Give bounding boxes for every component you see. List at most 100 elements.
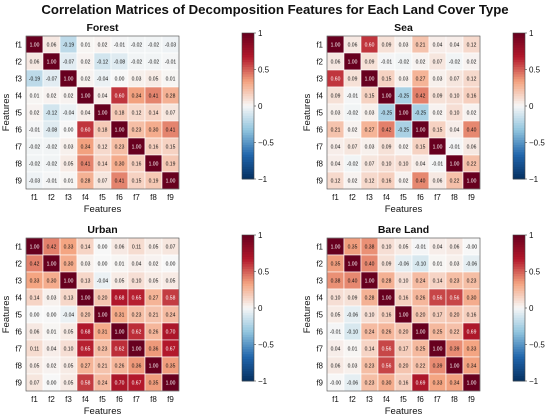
colorbar-segment: [242, 37, 254, 41]
colorbar-segment: [513, 142, 525, 146]
cell-value-label: 0.04: [47, 346, 57, 352]
cell-value-label: 0.05: [30, 363, 40, 369]
cell-value-label: 0.12: [331, 178, 341, 184]
cell-value-label: -0.02: [398, 59, 410, 65]
cell-value-label: 0.18: [98, 127, 108, 133]
colorbar-segment: [242, 237, 254, 241]
x-tick-label: f2: [349, 193, 356, 202]
x-tick-label: f8: [150, 395, 157, 404]
x-tick-label: f5: [99, 395, 106, 404]
colorbar-segment: [513, 300, 525, 304]
cell-value-label: 0.30: [467, 295, 477, 301]
y-tick-label: f7: [15, 345, 22, 354]
cell-value-label: 0.20: [81, 312, 91, 318]
cell-value-label: 0.68: [115, 295, 125, 301]
colorbar-segment: [242, 266, 254, 270]
colorbar-tick-label: 0: [258, 304, 263, 313]
cell-value-label: 0.20: [416, 312, 426, 318]
y-tick-label: f3: [15, 277, 22, 286]
colorbar-segment: [513, 33, 525, 36]
y-tick-label: f5: [316, 311, 323, 320]
colorbar-segment: [513, 144, 525, 148]
cell-value-label: 0.09: [348, 295, 358, 301]
colorbar-segment: [513, 127, 525, 131]
colorbar-segment: [242, 157, 254, 160]
cell-value-label: 0.09: [382, 261, 392, 267]
cell-value-label: 0.34: [467, 363, 477, 369]
cell-value-label: 0.41: [166, 127, 176, 133]
cell-value-label: 0.04: [331, 161, 341, 167]
cell-value-label: 0.07: [30, 380, 40, 386]
cell-value-label: 0.10: [365, 312, 375, 318]
colorbar-tick-label: 1: [529, 231, 534, 240]
cell-value-label: 0.21: [98, 363, 108, 369]
colorbar-segment: [513, 67, 525, 70]
colorbar-segment: [242, 88, 254, 92]
colorbar-segment: [242, 322, 254, 326]
colorbar-segment: [513, 303, 525, 306]
cell-value-label: 0.12: [365, 178, 375, 184]
cell-value-label: 0.01: [64, 178, 74, 184]
colorbar-segment: [242, 235, 254, 238]
colorbar-segment: [242, 376, 254, 379]
colorbar-segment: [242, 81, 254, 85]
cell-value-label: 0.38: [331, 278, 341, 284]
cell-value-label: 0.31: [98, 329, 108, 335]
colorbar-segment: [513, 342, 525, 345]
cell-value-label: 0.14: [81, 244, 91, 250]
cell-value-label: 0.42: [47, 244, 57, 250]
colorbar-segment: [513, 327, 525, 331]
colorbar-segment: [242, 259, 254, 263]
cell-value-label: 0.23: [450, 278, 460, 284]
cell-value-label: 0.07: [166, 244, 176, 250]
colorbar-segment: [513, 174, 525, 177]
y-tick-label: f2: [15, 58, 22, 67]
y-tick-label: f4: [15, 92, 22, 101]
cell-value-label: 0.41: [149, 93, 159, 99]
cell-value-label: 0.05: [64, 329, 74, 335]
colorbar-segment: [242, 127, 254, 131]
cell-value-label: -0.06: [347, 312, 359, 318]
figure-title: Correlation Matrices of Decomposition Fe…: [41, 2, 508, 17]
cell-value-label: 0.21: [416, 42, 426, 48]
cell-value-label: 0.41: [115, 178, 125, 184]
colorbar-tick-label: −1: [529, 377, 539, 386]
cell-value-label: 0.10: [382, 244, 392, 250]
cell-value-label: 0.03: [64, 144, 74, 150]
x-axis-label: Features: [84, 406, 122, 417]
colorbar-segment: [513, 130, 525, 134]
cell-value-label: 1.00: [433, 144, 443, 150]
colorbar-segment: [513, 106, 525, 109]
cell-value-label: -0.19: [29, 76, 41, 82]
y-tick-label: f8: [15, 362, 22, 371]
colorbar-segment: [513, 86, 525, 90]
cell-value-label: 0.25: [433, 329, 443, 335]
colorbar-segment: [242, 76, 254, 80]
cell-value-label: 0.06: [348, 42, 358, 48]
colorbar-segment: [513, 249, 525, 253]
cell-value-label: 0.02: [30, 110, 40, 116]
cell-value-label: 0.02: [416, 59, 426, 65]
colorbar-segment: [513, 244, 525, 248]
heatmap-frame: [25, 35, 180, 190]
cell-value-label: 0.16: [382, 178, 392, 184]
colorbar-segment: [513, 378, 525, 382]
cell-value-label: 0.23: [365, 363, 375, 369]
y-axis-label: Features: [1, 296, 12, 334]
y-tick-label: f6: [316, 328, 323, 337]
cell-value-label: 0.14: [98, 161, 108, 167]
colorbar-segment: [513, 152, 525, 156]
y-tick-label: f2: [316, 58, 323, 67]
cell-value-label: 0.04: [433, 244, 443, 250]
colorbar-segment: [242, 249, 254, 253]
cell-value-label: 0.00: [98, 244, 108, 250]
colorbar-segment: [242, 57, 254, 61]
cell-value-label: -0.08: [114, 59, 126, 65]
colorbar-segment: [513, 110, 525, 114]
colorbar-segment: [242, 308, 254, 311]
colorbar-segment: [513, 166, 525, 170]
colorbar-segment: [513, 154, 525, 158]
colorbar-segment: [513, 271, 525, 275]
colorbar-segment: [242, 349, 254, 353]
cell-value-label: 0.30: [47, 278, 57, 284]
